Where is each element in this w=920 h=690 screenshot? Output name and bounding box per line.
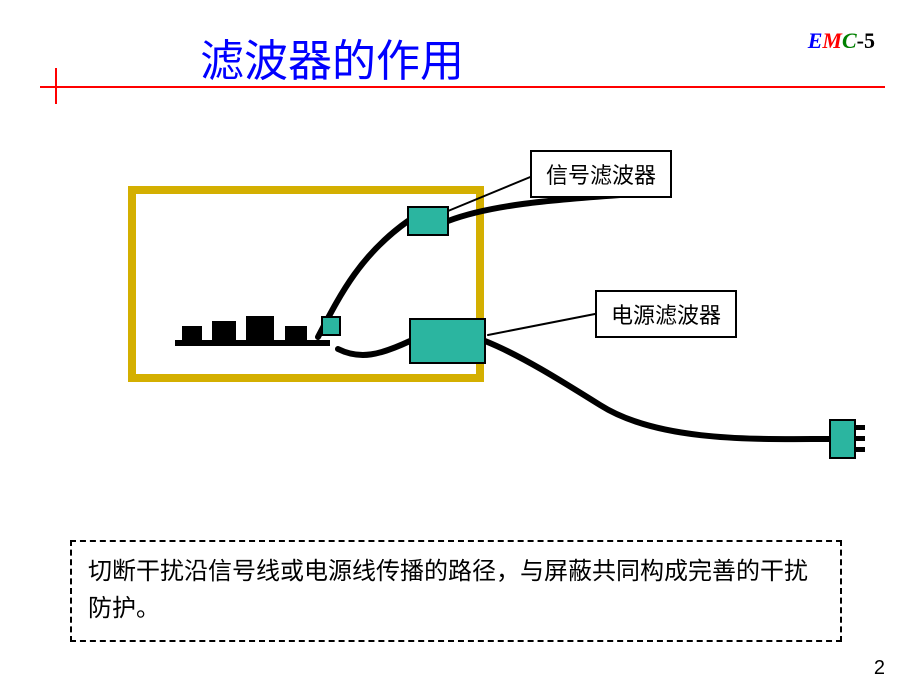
filter-diagram: 信号滤波器 电源滤波器 [60,145,860,485]
corner-dash: - [857,28,864,53]
corner-label: EMC-5 [808,28,875,54]
diagram-svg [60,145,870,485]
signal-filter-label: 信号滤波器 [530,150,672,198]
title-underline-tick [55,68,57,104]
corner-m: M [822,28,842,53]
caption-box: 切断干扰沿信号线或电源线传播的路径，与屏蔽共同构成完善的干扰防护。 [70,540,842,642]
page-number: 2 [874,657,885,680]
corner-c: C [842,28,857,53]
corner-num: 5 [864,28,875,53]
power-filter-label: 电源滤波器 [595,290,737,338]
corner-e: E [808,28,823,53]
title-underline [40,86,885,88]
slide-title: 滤波器的作用 [200,25,464,89]
